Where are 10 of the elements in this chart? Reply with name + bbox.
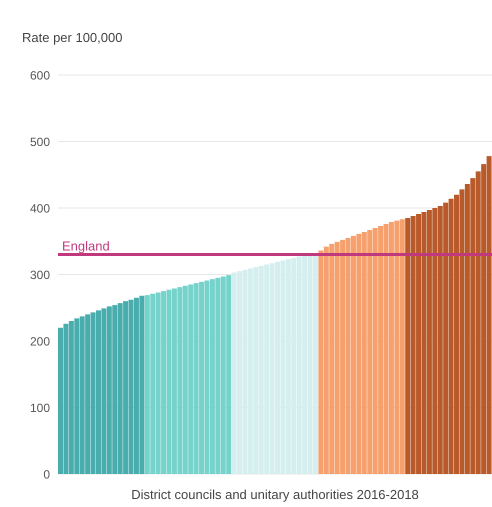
x-axis-title: District councils and unitary authorities 2016-2018 [131, 487, 419, 502]
ref-line-label: England [62, 238, 110, 254]
y-tick-label: 400 [30, 201, 50, 216]
y-tick-label: 600 [30, 68, 50, 82]
y-tick-label: 100 [30, 400, 50, 415]
y-axis-title: Rate per 100,000 [22, 30, 122, 45]
y-tick-label: 0 [43, 467, 50, 482]
y-tick-label: 200 [30, 334, 50, 348]
y-tick-label: 300 [30, 268, 50, 282]
y-tick-label: 500 [30, 134, 50, 149]
